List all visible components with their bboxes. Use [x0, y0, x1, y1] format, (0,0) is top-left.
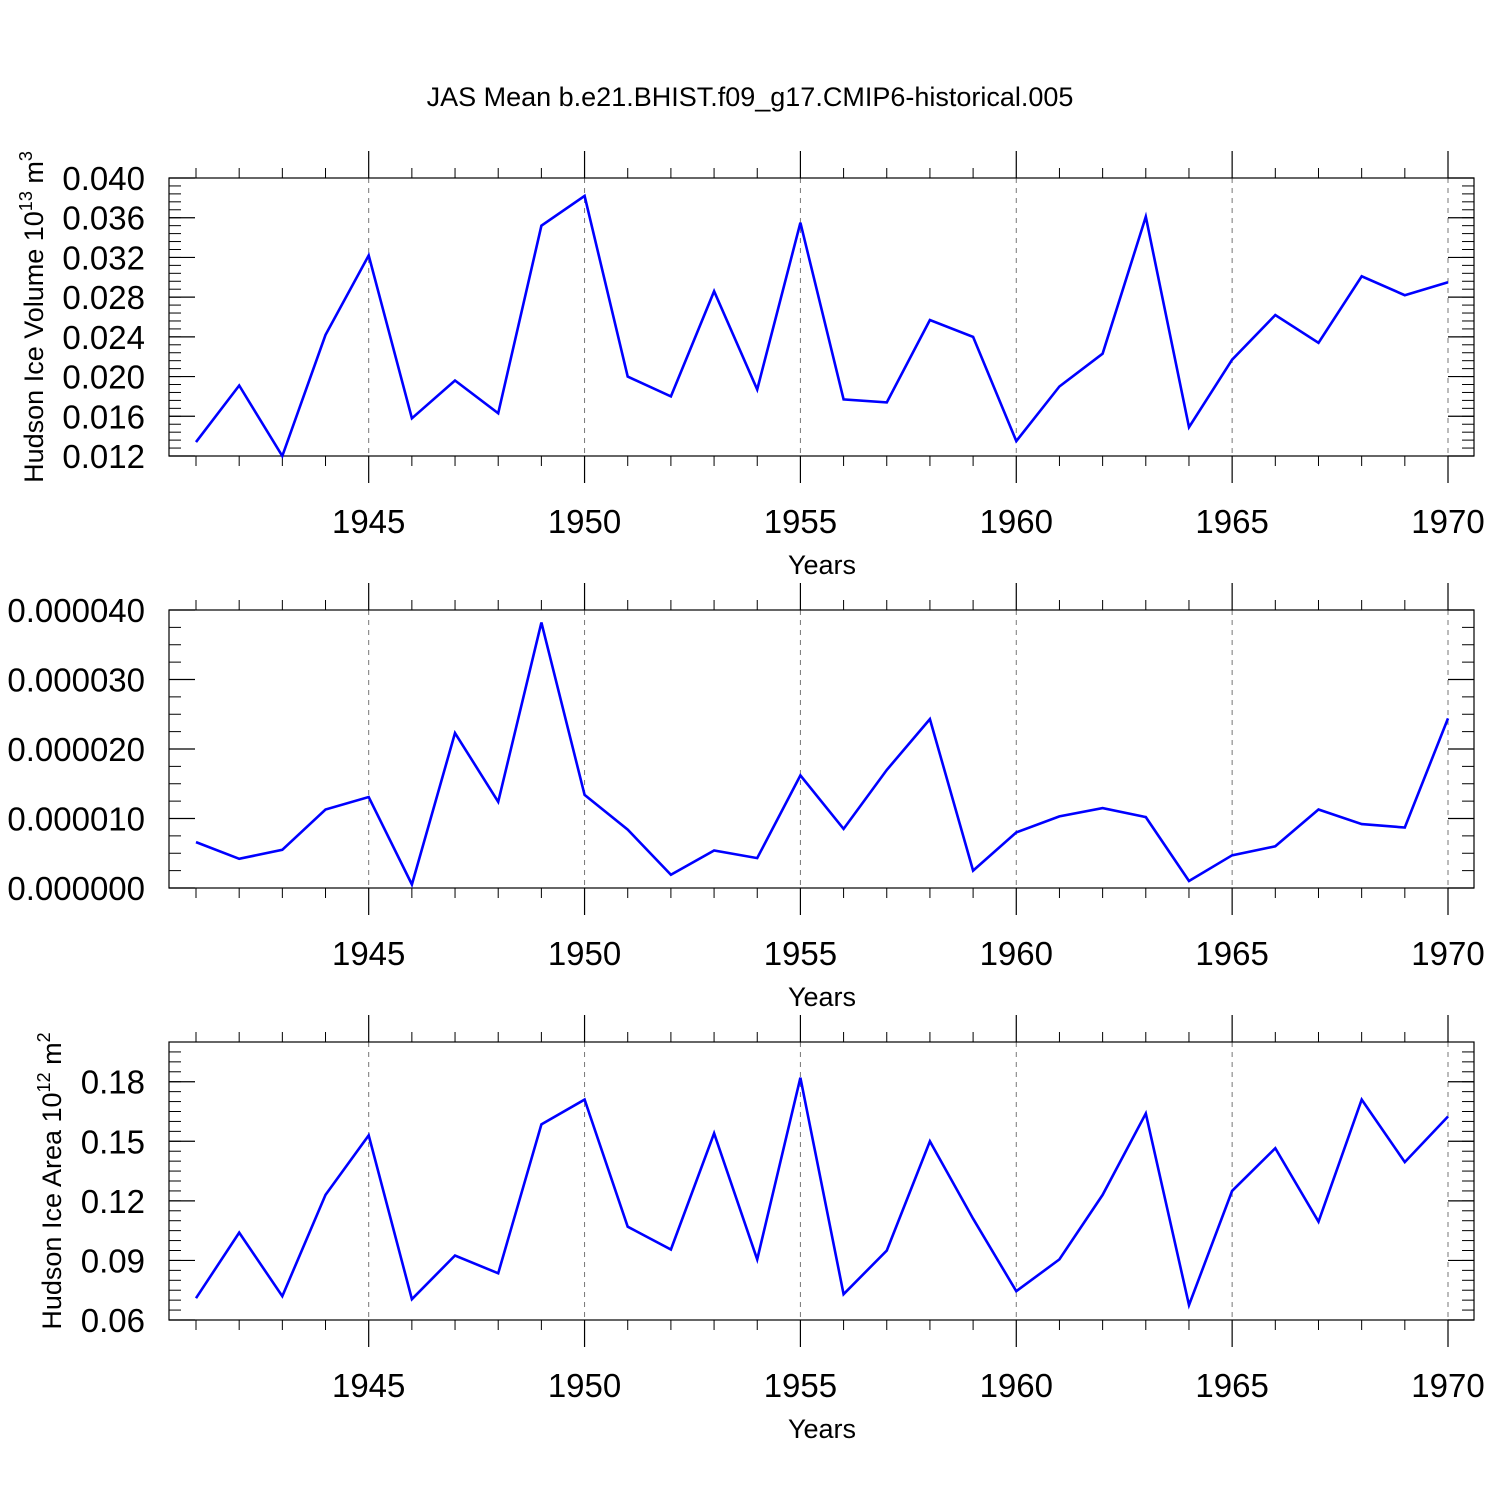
chart-title: JAS Mean b.e21.BHIST.f09_g17.CMIP6-histo…	[427, 82, 1074, 112]
y-tick-label: 0.040	[62, 160, 145, 197]
x-tick-label: 1965	[1195, 935, 1268, 972]
y-tick-label: 0.000000	[7, 870, 145, 907]
x-tick-label: 1960	[980, 935, 1053, 972]
x-tick-label: 1970	[1411, 503, 1484, 540]
y-tick-label: 0.012	[62, 438, 145, 475]
y-tick-label: 0.000010	[7, 801, 145, 838]
y-tick-label: 0.000040	[7, 592, 145, 629]
series-line	[194, 193, 1449, 459]
x-tick-label: 1970	[1411, 935, 1484, 972]
series-line	[194, 1077, 1449, 1310]
x-tick-label: 1955	[764, 935, 837, 972]
x-axis-label: Years	[788, 550, 856, 580]
y-axis-label-ice-area: Hudson Ice Area 1012 m2	[34, 1032, 67, 1329]
y-tick-label: 0.15	[81, 1123, 145, 1160]
y-tick-label: 0.12	[81, 1183, 145, 1220]
x-tick-label: 1970	[1411, 1367, 1484, 1404]
x-tick-label: 1965	[1195, 1367, 1268, 1404]
y-tick-label: 0.020	[62, 359, 145, 396]
x-tick-label: 1965	[1195, 503, 1268, 540]
ice-area-panel: Hudson Ice Area 1012 m2 Years 1945 1950 19…	[34, 1015, 1485, 1444]
y-tick-label: 0.016	[62, 398, 145, 435]
x-tick-label: 1955	[764, 1367, 837, 1404]
y-tick-label: 0.18	[81, 1064, 145, 1101]
y-tick-label: 0.000020	[7, 731, 145, 768]
plot-frame	[168, 177, 1475, 457]
x-tick-label: 1955	[764, 503, 837, 540]
x-tick-label: 1950	[548, 1367, 621, 1404]
y-axis-label-ice-volume: Hudson Ice Volume 1013 m3	[16, 151, 49, 483]
x-axis-label: Years	[788, 982, 856, 1012]
series-line	[195, 622, 1450, 889]
second-series-panel: Years 1945 1950 1955 1960 1965 1970 0.000000 0.…	[7, 583, 1485, 1012]
y-tick-label: 0.000030	[7, 662, 145, 699]
y-tick-label: 0.028	[62, 279, 145, 316]
x-tick-label: 1960	[980, 1367, 1053, 1404]
x-tick-label: 1950	[548, 935, 621, 972]
y-tick-label: 0.032	[62, 239, 145, 276]
x-axis-label: Years	[788, 1414, 856, 1444]
x-tick-label: 1945	[332, 935, 405, 972]
y-tick-label: 0.024	[62, 319, 145, 356]
y-tick-label: 0.06	[81, 1302, 145, 1339]
x-tick-label: 1945	[332, 1367, 405, 1404]
x-tick-label: 1945	[332, 503, 405, 540]
y-tick-label: 0.036	[62, 200, 145, 237]
x-tick-label: 1960	[980, 503, 1053, 540]
x-tick-label: 1950	[548, 503, 621, 540]
y-tick-label: 0.09	[81, 1242, 145, 1279]
ice-volume-panel: Hudson Ice Volume 1013 m3 Years 1945 1950…	[16, 151, 1485, 580]
plot-frame	[168, 609, 1475, 889]
